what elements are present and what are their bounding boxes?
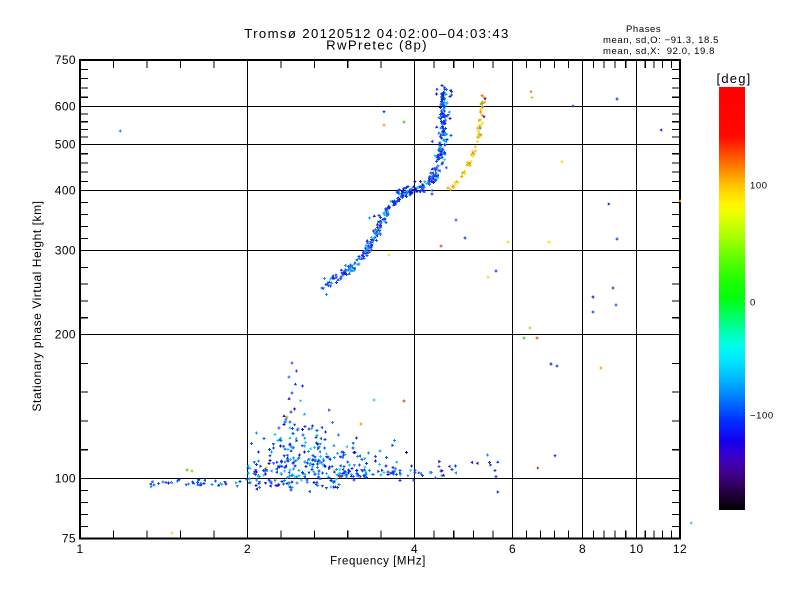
- svg-text:10: 10: [629, 542, 643, 556]
- svg-text:100: 100: [55, 472, 76, 486]
- svg-text:1: 1: [76, 542, 83, 556]
- svg-text:200: 200: [55, 328, 76, 342]
- svg-text:12: 12: [673, 542, 687, 556]
- svg-text:8: 8: [579, 542, 586, 556]
- svg-text:600: 600: [55, 100, 76, 114]
- svg-text:[deg]: [deg]: [717, 71, 752, 86]
- svg-text:500: 500: [55, 138, 76, 152]
- svg-text:100: 100: [750, 181, 768, 192]
- svg-text:Tromsø 20120512 04:02:00–04:03: Tromsø 20120512 04:02:00–04:03:43: [244, 26, 509, 41]
- svg-text:750: 750: [55, 53, 76, 67]
- svg-text:75: 75: [62, 532, 76, 546]
- svg-text:−100: −100: [750, 411, 774, 422]
- svg-text:300: 300: [55, 244, 76, 258]
- svg-text:Stationary phase Virtual Heigh: Stationary phase Virtual Height [km]: [30, 200, 44, 411]
- svg-text:Frequency [MHz]: Frequency [MHz]: [330, 556, 426, 568]
- svg-text:2: 2: [244, 542, 251, 556]
- svg-text:400: 400: [55, 184, 76, 198]
- svg-text:Phases: Phases: [626, 24, 661, 35]
- svg-text:0: 0: [750, 298, 756, 309]
- svg-text:mean, sd,O: −91.3, 18.5: mean, sd,O: −91.3, 18.5: [603, 35, 719, 46]
- svg-text:RwPretec (8p): RwPretec (8p): [326, 38, 428, 53]
- svg-text:6: 6: [509, 542, 516, 556]
- svg-text:4: 4: [411, 542, 418, 556]
- svg-text:mean, sd,X: 92.0, 19.8: mean, sd,X: 92.0, 19.8: [603, 46, 715, 57]
